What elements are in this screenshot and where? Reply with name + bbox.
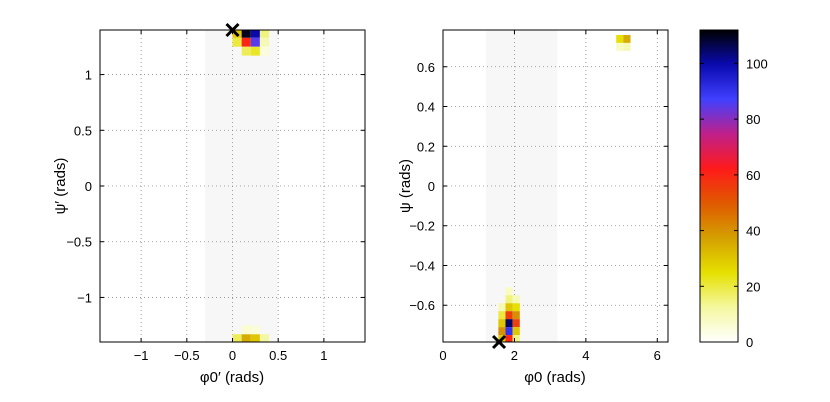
heatmap-cell — [241, 334, 251, 342]
heatmap-cell — [232, 334, 242, 342]
x-tick-label: 0 — [229, 348, 236, 363]
y-axis-label: ψ (rads) — [397, 159, 414, 213]
heatmap-cell — [250, 325, 260, 335]
heatmap-cell — [505, 295, 513, 304]
y-tick-label: −0.5 — [66, 235, 92, 250]
x-tick-label: 2 — [511, 348, 518, 363]
colorbar-tick-label: 40 — [746, 224, 760, 239]
heatmap-cell — [512, 311, 520, 320]
x-axis-label: φ0′ (rads) — [200, 369, 264, 386]
heatmap-cell — [512, 295, 520, 304]
y-tick-label: −0.6 — [409, 298, 435, 313]
heatmap-cell — [616, 42, 624, 51]
y-tick-label: 1 — [85, 68, 92, 83]
heatmap-cell — [623, 42, 631, 51]
y-tick-label: 0.5 — [74, 123, 92, 138]
x-tick-label: 6 — [654, 348, 661, 363]
colorbar-tick-label: 60 — [746, 168, 760, 183]
heatmap-cell — [512, 319, 520, 328]
x-tick-label: −0.5 — [174, 348, 200, 363]
heatmap-cell — [250, 334, 260, 342]
heatmap-cell — [623, 34, 631, 43]
y-tick-label: 0 — [85, 179, 92, 194]
heatmap-cell — [241, 325, 251, 335]
heatmap-cell — [505, 319, 513, 328]
y-tick-label: 0.4 — [417, 100, 435, 115]
heatmap-cell — [498, 303, 506, 312]
colorbar-tick-label: 0 — [746, 335, 753, 350]
x-axis-label: φ0 (rads) — [524, 369, 585, 386]
heatmap-cell — [259, 46, 270, 56]
y-tick-label: −0.4 — [409, 258, 435, 273]
heatmap-cell — [250, 37, 260, 47]
marker-x — [225, 22, 240, 38]
x-tick-label: 4 — [582, 348, 589, 363]
colorbar: 0 20 40 60 80 100 — [699, 29, 768, 350]
heatmap-cell — [512, 327, 520, 336]
y-axis-label: ψ′ (rads) — [52, 158, 69, 215]
heatmap-cell — [498, 311, 506, 320]
heatmap-cell — [259, 30, 270, 38]
heatmap-cell — [259, 37, 270, 47]
heatmap-cell — [232, 37, 242, 47]
heatmap-cell — [512, 335, 520, 342]
background-band — [485, 30, 558, 342]
heatmap-cell — [505, 311, 513, 320]
heatmap-cell — [498, 327, 506, 336]
y-tick-label: 0.6 — [417, 60, 435, 75]
y-tick-label: −1 — [77, 290, 92, 305]
colorbar-frame — [699, 29, 739, 343]
heatmap-cell — [505, 287, 513, 296]
heatmap-cell — [512, 303, 520, 312]
right-heatmap-panel: 0 2 4 6 −0.6 −0.4 −0.2 0 0.2 0.4 0.6 φ0 (rads) ψ (ra… — [397, 29, 669, 386]
heatmap-cell — [250, 30, 260, 38]
colorbar-tick-label: 20 — [746, 279, 760, 294]
x-tick-label: −1 — [134, 348, 149, 363]
heatmap-cell — [505, 335, 513, 342]
heatmap-cell — [241, 46, 251, 56]
heatmap-cell — [259, 334, 270, 342]
heatmap-cell — [498, 319, 506, 328]
heatmap-cell — [505, 303, 513, 312]
y-tick-label: 0 — [428, 179, 435, 194]
heatmap-cell — [241, 30, 251, 38]
colorbar-gradient — [700, 30, 738, 342]
marker-x — [492, 334, 507, 350]
background-band — [205, 30, 279, 342]
colorbar-tick-label: 100 — [746, 56, 768, 71]
y-tick-label: −0.2 — [409, 219, 435, 234]
left-heatmap-panel: −1 −0.5 0 0.5 1 −1 −0.5 0 0.5 1 φ0′ (rads) ψ′ (rads… — [52, 22, 366, 386]
y-tick-label: 0.2 — [417, 139, 435, 154]
heatmap-cell — [616, 34, 624, 43]
x-tick-label: 0.5 — [269, 348, 287, 363]
colorbar-tick-label: 80 — [746, 112, 760, 127]
x-tick-label: 0 — [439, 348, 446, 363]
x-tick-label: 1 — [320, 348, 327, 363]
heatmap-cell — [241, 37, 251, 47]
heatmap-cell — [250, 46, 260, 56]
heatmap-cell — [505, 327, 513, 336]
